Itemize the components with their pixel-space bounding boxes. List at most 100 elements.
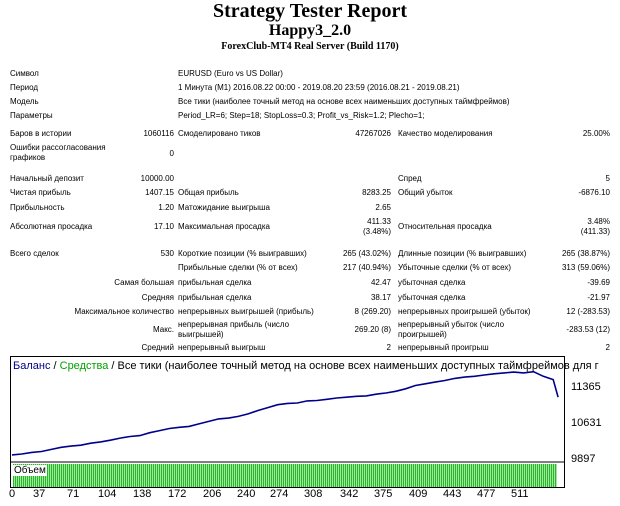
volume-bar — [383, 464, 385, 487]
balance-chart — [10, 356, 565, 488]
volume-bar — [71, 464, 73, 487]
abs-drawdown-label: Абсолютная просадка — [10, 222, 93, 231]
volume-bar — [83, 464, 85, 487]
volume-bar — [127, 464, 129, 487]
volume-bar — [291, 464, 293, 487]
volume-bar — [393, 464, 395, 487]
report-title: Strategy Tester Report — [212, 0, 408, 22]
volume-bar — [413, 464, 415, 487]
volume-bar — [311, 464, 313, 487]
volume-bar — [333, 464, 335, 487]
x-tick-label: 375 — [374, 488, 393, 500]
long-positions-label: Длинные позиции (% выигравших) — [398, 249, 527, 258]
volume-bar — [513, 464, 515, 487]
volume-bar — [535, 464, 537, 487]
volume-bar — [163, 464, 165, 487]
volume-bar — [349, 464, 351, 487]
model-value: Все тики (наиболее точный метод на основ… — [178, 97, 510, 106]
volume-bar — [369, 464, 371, 487]
volume-bar — [201, 464, 203, 487]
volume-bar — [215, 464, 217, 487]
volume-bar — [347, 464, 349, 487]
x-tick-label: 138 — [133, 488, 152, 500]
bars-label: Баров в истории — [10, 129, 72, 138]
cons-losses-value: 12 (-283.53) — [566, 307, 610, 316]
total-trades-label: Всего сделок — [10, 249, 59, 258]
volume-bar — [517, 464, 519, 487]
volume-bar — [475, 464, 477, 487]
largest-loss-label: убыточная сделка — [398, 278, 466, 287]
volume-bar — [399, 464, 401, 487]
volume-bar — [251, 464, 253, 487]
volume-bar — [381, 464, 383, 487]
volume-bar — [417, 464, 419, 487]
volume-bar — [391, 464, 393, 487]
volume-bar — [55, 464, 57, 487]
volume-bar — [59, 464, 61, 487]
mean-losses-value: 2 — [605, 343, 610, 352]
volume-bar — [355, 464, 357, 487]
largest-profit-label: прибыльная сделка — [178, 278, 252, 287]
volume-bar — [209, 464, 211, 487]
volume-bar — [159, 464, 161, 487]
volume-bar — [499, 464, 501, 487]
volume-bar — [93, 464, 95, 487]
volume-bar — [147, 464, 149, 487]
total-trades-value: 530 — [160, 249, 174, 258]
y-tick-label: 11365 — [571, 381, 601, 393]
volume-bar — [253, 464, 255, 487]
volume-bar — [293, 464, 295, 487]
volume-bar — [73, 464, 75, 487]
bars-value: 1060116 — [143, 129, 174, 138]
volume-bar — [229, 464, 231, 487]
volume-bar — [457, 464, 459, 487]
volume-bar — [471, 464, 473, 487]
volume-bar — [537, 464, 539, 487]
max-drawdown-pct: (3.48%) — [362, 227, 391, 236]
volume-bar — [263, 464, 265, 487]
volume-bar — [79, 464, 81, 487]
legend-balance: Баланс — [13, 360, 51, 372]
volume-bar — [237, 464, 239, 487]
volume-bar — [467, 464, 469, 487]
ticks-value: 47267026 — [355, 129, 391, 138]
gross-loss-value: -6876.10 — [578, 188, 610, 197]
volume-bar — [483, 464, 485, 487]
loss-trades-label: Убыточные сделки (% от всех) — [398, 263, 512, 272]
x-tick-label: 206 — [203, 488, 222, 500]
volume-bar — [47, 464, 49, 487]
legend-model: Все тики (наиболее точный метод на основ… — [117, 360, 599, 372]
x-tick-label: 511 — [511, 488, 529, 500]
volume-bar — [487, 464, 489, 487]
volume-bar — [401, 464, 403, 487]
volume-bar — [53, 464, 55, 487]
volume-bar — [105, 464, 107, 487]
volume-bar — [103, 464, 105, 487]
x-tick-label: 342 — [340, 488, 359, 500]
volume-bar — [205, 464, 207, 487]
volume-bar — [527, 464, 529, 487]
volume-bar — [385, 464, 387, 487]
volume-bar — [195, 464, 197, 487]
volume-bar — [247, 464, 249, 487]
volume-bar — [285, 464, 287, 487]
volume-bar — [463, 464, 465, 487]
volume-bar — [547, 464, 549, 487]
volume-bar — [437, 464, 439, 487]
volume-bar — [327, 464, 329, 487]
volume-bar — [261, 464, 263, 487]
expert-name: Happy3_2.0 — [268, 22, 352, 39]
volume-bar — [427, 464, 429, 487]
volume-bar — [441, 464, 443, 487]
ticks-label: Смоделировано тиков — [178, 129, 261, 138]
long-positions-value: 265 (38.87%) — [561, 249, 610, 258]
quality-value: 25.00% — [582, 129, 610, 138]
volume-bar — [67, 464, 69, 487]
volume-bar — [157, 464, 159, 487]
volume-bar — [321, 464, 323, 487]
period-value: 1 Минута (M1) 2016.08.22 00:00 - 2019.08… — [178, 83, 460, 92]
volume-bar — [531, 464, 533, 487]
volume-bar — [317, 464, 319, 487]
volume-bar — [377, 464, 379, 487]
volume-bar — [541, 464, 543, 487]
